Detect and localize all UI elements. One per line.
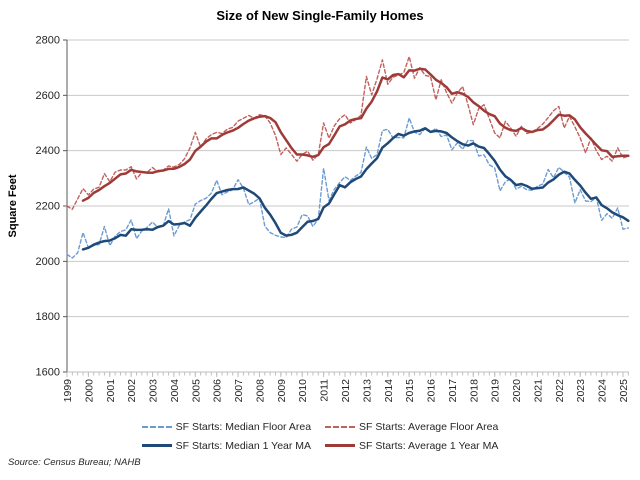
svg-text:2000: 2000 bbox=[36, 256, 60, 268]
legend-label-average-floor-area: SF Starts: Average Floor Area bbox=[359, 420, 499, 433]
svg-text:2019: 2019 bbox=[490, 379, 502, 403]
svg-text:1800: 1800 bbox=[36, 311, 60, 323]
svg-text:2003: 2003 bbox=[148, 379, 160, 403]
svg-text:2010: 2010 bbox=[297, 379, 309, 403]
legend-label-median-floor-area: SF Starts: Median Floor Area bbox=[175, 420, 312, 433]
chart-title: Size of New Single-Family Homes bbox=[216, 8, 424, 23]
legend: SF Starts: Median Floor Area SF Starts: … bbox=[0, 417, 640, 455]
svg-text:2013: 2013 bbox=[361, 379, 373, 403]
svg-text:2024: 2024 bbox=[597, 379, 609, 403]
svg-text:2007: 2007 bbox=[233, 379, 245, 403]
x-axis-ticks bbox=[66, 372, 629, 377]
legend-swatch-average-1yr-ma bbox=[325, 444, 356, 447]
svg-text:2200: 2200 bbox=[36, 201, 60, 213]
svg-text:2004: 2004 bbox=[169, 379, 181, 403]
svg-text:2009: 2009 bbox=[276, 379, 288, 403]
svg-text:2015: 2015 bbox=[404, 379, 416, 403]
gridlines bbox=[67, 39, 629, 318]
svg-text:2016: 2016 bbox=[426, 379, 438, 403]
svg-text:2006: 2006 bbox=[212, 379, 224, 403]
svg-text:2021: 2021 bbox=[532, 379, 544, 403]
svg-text:2014: 2014 bbox=[383, 379, 395, 403]
legend-item-median-1yr-ma: SF Starts: Median 1 Year MA bbox=[141, 439, 312, 452]
legend-swatch-median-floor-area bbox=[141, 425, 172, 428]
svg-text:2005: 2005 bbox=[190, 379, 202, 403]
legend-label-average-1yr-ma: SF Starts: Average 1 Year MA bbox=[359, 439, 499, 452]
svg-text:2023: 2023 bbox=[575, 379, 587, 403]
legend-row-1: SF Starts: Median Floor Area SF Starts: … bbox=[0, 417, 640, 436]
svg-text:2012: 2012 bbox=[340, 379, 352, 403]
legend-label-median-1yr-ma: SF Starts: Median 1 Year MA bbox=[175, 439, 312, 452]
y-axis-tick-labels: 1600 1800 2000 2200 2400 2600 2800 bbox=[36, 35, 60, 379]
svg-text:2017: 2017 bbox=[447, 379, 459, 403]
y-axis-title: Square Feet bbox=[7, 174, 19, 237]
source-note: Source: Census Bureau; NAHB bbox=[8, 457, 141, 468]
svg-text:2020: 2020 bbox=[511, 379, 523, 403]
svg-text:2008: 2008 bbox=[254, 379, 266, 403]
legend-swatch-median-1yr-ma bbox=[141, 444, 172, 447]
svg-text:1600: 1600 bbox=[36, 367, 60, 379]
svg-text:2600: 2600 bbox=[36, 90, 60, 102]
legend-item-median-floor-area: SF Starts: Median Floor Area bbox=[141, 420, 312, 433]
x-axis-tick-labels: 1999 2000 2001 2002 2003 2004 2005 2006 2007 2008… bbox=[62, 379, 630, 403]
legend-item-average-floor-area: SF Starts: Average Floor Area bbox=[325, 421, 498, 433]
legend-swatch-average-floor-area bbox=[325, 425, 356, 428]
svg-text:1999: 1999 bbox=[62, 379, 74, 403]
svg-text:2022: 2022 bbox=[554, 379, 566, 403]
svg-text:2000: 2000 bbox=[83, 379, 95, 403]
svg-text:2800: 2800 bbox=[36, 35, 60, 47]
svg-text:2025: 2025 bbox=[618, 379, 630, 403]
svg-text:2018: 2018 bbox=[468, 379, 480, 403]
data-series-lines bbox=[66, 55, 630, 259]
svg-text:2011: 2011 bbox=[319, 379, 331, 402]
legend-item-average-1yr-ma: SF Starts: Average 1 Year MA bbox=[325, 440, 498, 452]
legend-row-2: SF Starts: Median 1 Year MA SF Starts: A… bbox=[0, 436, 640, 455]
svg-text:2400: 2400 bbox=[36, 145, 60, 157]
svg-text:2001: 2001 bbox=[105, 379, 117, 403]
svg-text:2002: 2002 bbox=[126, 379, 138, 403]
